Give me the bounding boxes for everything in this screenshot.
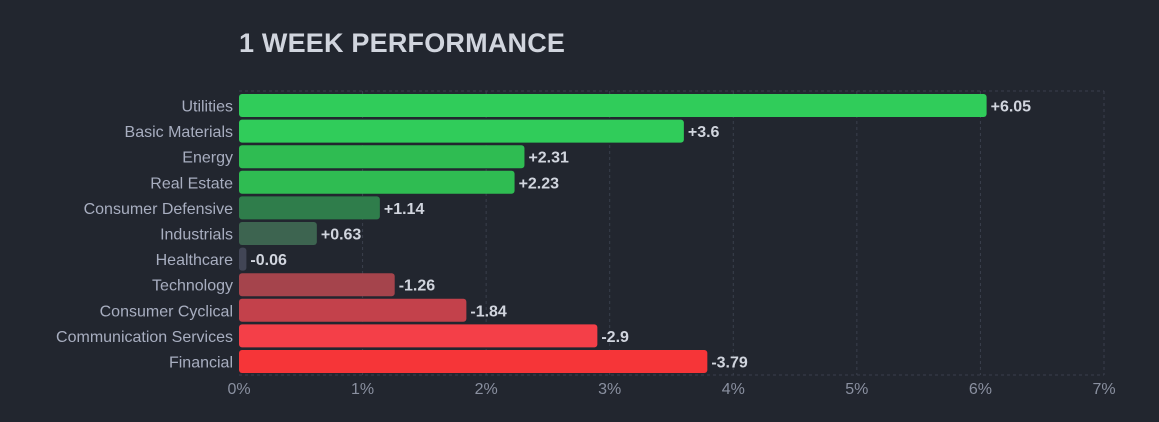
data-label: +6.05 bbox=[991, 99, 1032, 116]
bar bbox=[239, 94, 987, 117]
x-tick-label: 6% bbox=[969, 381, 992, 398]
bar bbox=[239, 170, 515, 194]
category-label: Healthcare bbox=[156, 252, 233, 269]
data-label: -0.06 bbox=[250, 252, 287, 269]
category-label: Industrials bbox=[160, 227, 233, 244]
bar bbox=[239, 247, 247, 271]
x-tick-label: 4% bbox=[722, 381, 745, 398]
x-tick-label: 2% bbox=[475, 381, 498, 398]
data-label: -2.9 bbox=[601, 329, 629, 346]
bar bbox=[239, 145, 525, 169]
bar bbox=[239, 324, 598, 348]
category-label: Basic Materials bbox=[125, 124, 233, 141]
bar bbox=[239, 119, 684, 143]
data-label: -1.26 bbox=[399, 278, 436, 295]
category-label: Utilities bbox=[181, 99, 233, 116]
category-label: Financial bbox=[169, 355, 233, 372]
category-label: Energy bbox=[182, 150, 233, 167]
category-label: Communication Services bbox=[56, 329, 233, 346]
x-tick-label: 7% bbox=[1092, 381, 1115, 398]
x-tick-label: 5% bbox=[845, 381, 868, 398]
x-tick-label: 0% bbox=[227, 381, 250, 398]
data-label: -1.84 bbox=[470, 303, 507, 320]
category-label: Consumer Cyclical bbox=[100, 303, 233, 320]
data-label: +2.23 bbox=[519, 175, 560, 192]
bar bbox=[239, 196, 380, 220]
category-label: Technology bbox=[152, 278, 233, 295]
data-label: -3.79 bbox=[711, 355, 748, 372]
x-tick-label: 1% bbox=[351, 381, 374, 398]
chart-title: 1 WEEK PERFORMANCE bbox=[239, 28, 566, 58]
data-label: +1.14 bbox=[384, 201, 425, 218]
bar bbox=[239, 273, 395, 297]
bar bbox=[239, 350, 708, 373]
x-tick-label: 3% bbox=[598, 381, 621, 398]
data-label: +3.6 bbox=[688, 124, 720, 141]
data-label: +0.63 bbox=[321, 227, 362, 244]
category-label: Consumer Defensive bbox=[84, 201, 234, 218]
category-label: Real Estate bbox=[150, 175, 233, 192]
bar bbox=[239, 298, 467, 322]
bar bbox=[239, 222, 317, 245]
data-label: +2.31 bbox=[528, 150, 569, 167]
